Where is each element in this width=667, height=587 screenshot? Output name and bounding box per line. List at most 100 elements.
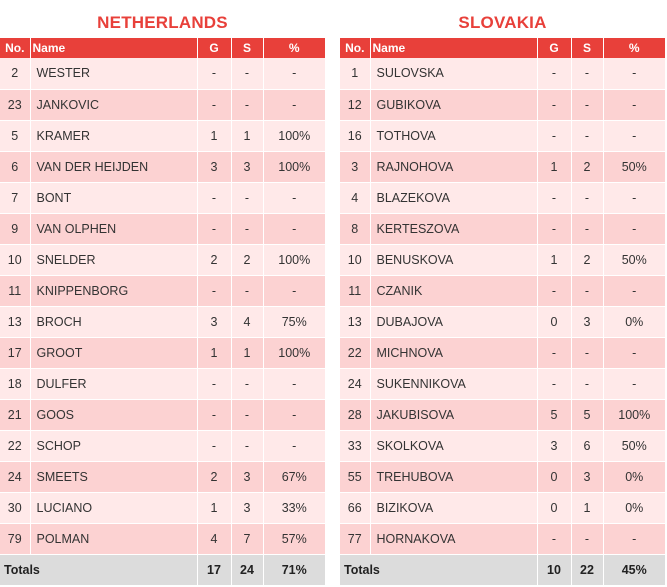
player-name: SUKENNIKOVA xyxy=(370,368,538,400)
totals-label: Totals xyxy=(340,554,538,585)
player-name: GUBIKOVA xyxy=(370,89,538,121)
table-row: 33 SKOLKOVA 3 6 50% xyxy=(340,430,665,462)
player-number: 23 xyxy=(0,89,31,121)
player-name: SKOLKOVA xyxy=(370,430,538,462)
player-percent: 0% xyxy=(603,461,665,493)
player-number: 7 xyxy=(0,182,31,214)
player-percent: - xyxy=(603,275,665,307)
player-number: 1 xyxy=(340,58,371,90)
player-percent: - xyxy=(263,399,325,431)
player-shots: - xyxy=(231,182,264,214)
player-goals: - xyxy=(197,58,232,90)
table-row: 13 DUBAJOVA 0 3 0% xyxy=(340,306,665,338)
player-percent: 50% xyxy=(603,151,665,183)
player-percent: - xyxy=(263,89,325,121)
header-goals: G xyxy=(537,38,572,58)
player-shots: - xyxy=(231,213,264,245)
player-number: 55 xyxy=(340,461,371,493)
header-percent: % xyxy=(628,41,640,55)
player-name: SCHOP xyxy=(30,430,198,462)
player-percent: - xyxy=(603,58,665,90)
stats-table: No. Name G S % 1 SULOVSKA - - -12 GUBIKOVA - - -… xyxy=(340,38,665,585)
player-goals: 4 xyxy=(197,523,232,555)
player-percent: - xyxy=(603,182,665,214)
player-percent: 50% xyxy=(603,430,665,462)
player-number: 24 xyxy=(0,461,31,493)
player-shots: - xyxy=(231,368,264,400)
player-name: MICHNOVA xyxy=(370,337,538,369)
player-name: HORNAKOVA xyxy=(370,523,538,555)
table-row: 18 DULFER - - - xyxy=(0,368,325,400)
table-row: 5 KRAMER 1 1 100% xyxy=(0,120,325,152)
table-row: 4 BLAZEKOVA - - - xyxy=(340,182,665,214)
player-percent: 0% xyxy=(603,492,665,524)
player-percent: 57% xyxy=(263,523,325,555)
player-goals: - xyxy=(197,89,232,121)
table-row: 30 LUCIANO 1 3 33% xyxy=(0,492,325,524)
header-no: No. xyxy=(0,38,31,58)
table-row: 21 GOOS - - - xyxy=(0,399,325,431)
table-row: 66 BIZIKOVA 0 1 0% xyxy=(340,492,665,524)
player-percent: 100% xyxy=(263,244,325,276)
player-goals: 5 xyxy=(537,399,572,431)
player-goals: 1 xyxy=(197,120,232,152)
player-goals: - xyxy=(537,89,572,121)
player-goals: 3 xyxy=(537,430,572,462)
player-goals: 2 xyxy=(197,461,232,493)
table-header-row: No. Name G S % xyxy=(0,38,325,58)
player-number: 77 xyxy=(340,523,371,555)
stats-table: No. Name G S % 2 WESTER - - -23 JANKOVIC - - -5 K… xyxy=(0,38,325,585)
player-name: SULOVSKA xyxy=(370,58,538,90)
team-title: NETHERLANDS xyxy=(97,13,228,32)
player-shots: - xyxy=(571,368,604,400)
table-row: 6 VAN DER HEIJDEN 3 3 100% xyxy=(0,151,325,183)
player-name: TOTHOVA xyxy=(370,120,538,152)
player-number: 3 xyxy=(340,151,371,183)
player-shots: 3 xyxy=(231,151,264,183)
player-shots: 1 xyxy=(231,337,264,369)
table-row: 8 KERTESZOVA - - - xyxy=(340,213,665,245)
totals-row: Totals 17 24 71% xyxy=(0,554,325,585)
player-goals: 2 xyxy=(197,244,232,276)
table-row: 12 GUBIKOVA - - - xyxy=(340,89,665,121)
player-goals: - xyxy=(197,430,232,462)
player-shots: - xyxy=(571,120,604,152)
table-row: 24 SUKENNIKOVA - - - xyxy=(340,368,665,400)
player-number: 10 xyxy=(0,244,31,276)
player-name: BENUSKOVA xyxy=(370,244,538,276)
header-no: No. xyxy=(340,38,371,58)
table-row: 10 SNELDER 2 2 100% xyxy=(0,244,325,276)
player-percent: - xyxy=(603,120,665,152)
player-percent: - xyxy=(603,368,665,400)
table-row: 24 SMEETS 2 3 67% xyxy=(0,461,325,493)
header-percent: % xyxy=(288,41,300,55)
player-number: 10 xyxy=(340,244,371,276)
player-shots: 3 xyxy=(571,306,604,338)
player-number: 28 xyxy=(340,399,371,431)
player-name: KRAMER xyxy=(30,120,198,152)
table-row: 55 TREHUBOVA 0 3 0% xyxy=(340,461,665,493)
player-shots: - xyxy=(571,275,604,307)
player-name: POLMAN xyxy=(30,523,198,555)
totals-row: Totals 10 22 45% xyxy=(340,554,665,585)
player-number: 4 xyxy=(340,182,371,214)
player-goals: - xyxy=(537,275,572,307)
player-number: 22 xyxy=(0,430,31,462)
player-percent: - xyxy=(603,523,665,555)
player-number: 11 xyxy=(0,275,31,307)
player-shots: - xyxy=(571,182,604,214)
player-shots: 1 xyxy=(571,492,604,524)
player-shots: - xyxy=(571,58,604,90)
table-row: 16 TOTHOVA - - - xyxy=(340,120,665,152)
player-goals: - xyxy=(537,120,572,152)
player-name: BONT xyxy=(30,182,198,214)
header-name: Name xyxy=(30,38,198,58)
header-goals: G xyxy=(197,38,232,58)
player-goals: - xyxy=(197,213,232,245)
player-rows: 2 WESTER - - -23 JANKOVIC - - -5 KRAMER 1 1 100% 6 VAN… xyxy=(0,58,325,555)
table-row: 11 KNIPPENBORG - - - xyxy=(0,275,325,307)
player-name: DULFER xyxy=(30,368,198,400)
player-number: 13 xyxy=(340,306,371,338)
player-shots: 7 xyxy=(231,523,264,555)
header-shots: S xyxy=(231,38,264,58)
